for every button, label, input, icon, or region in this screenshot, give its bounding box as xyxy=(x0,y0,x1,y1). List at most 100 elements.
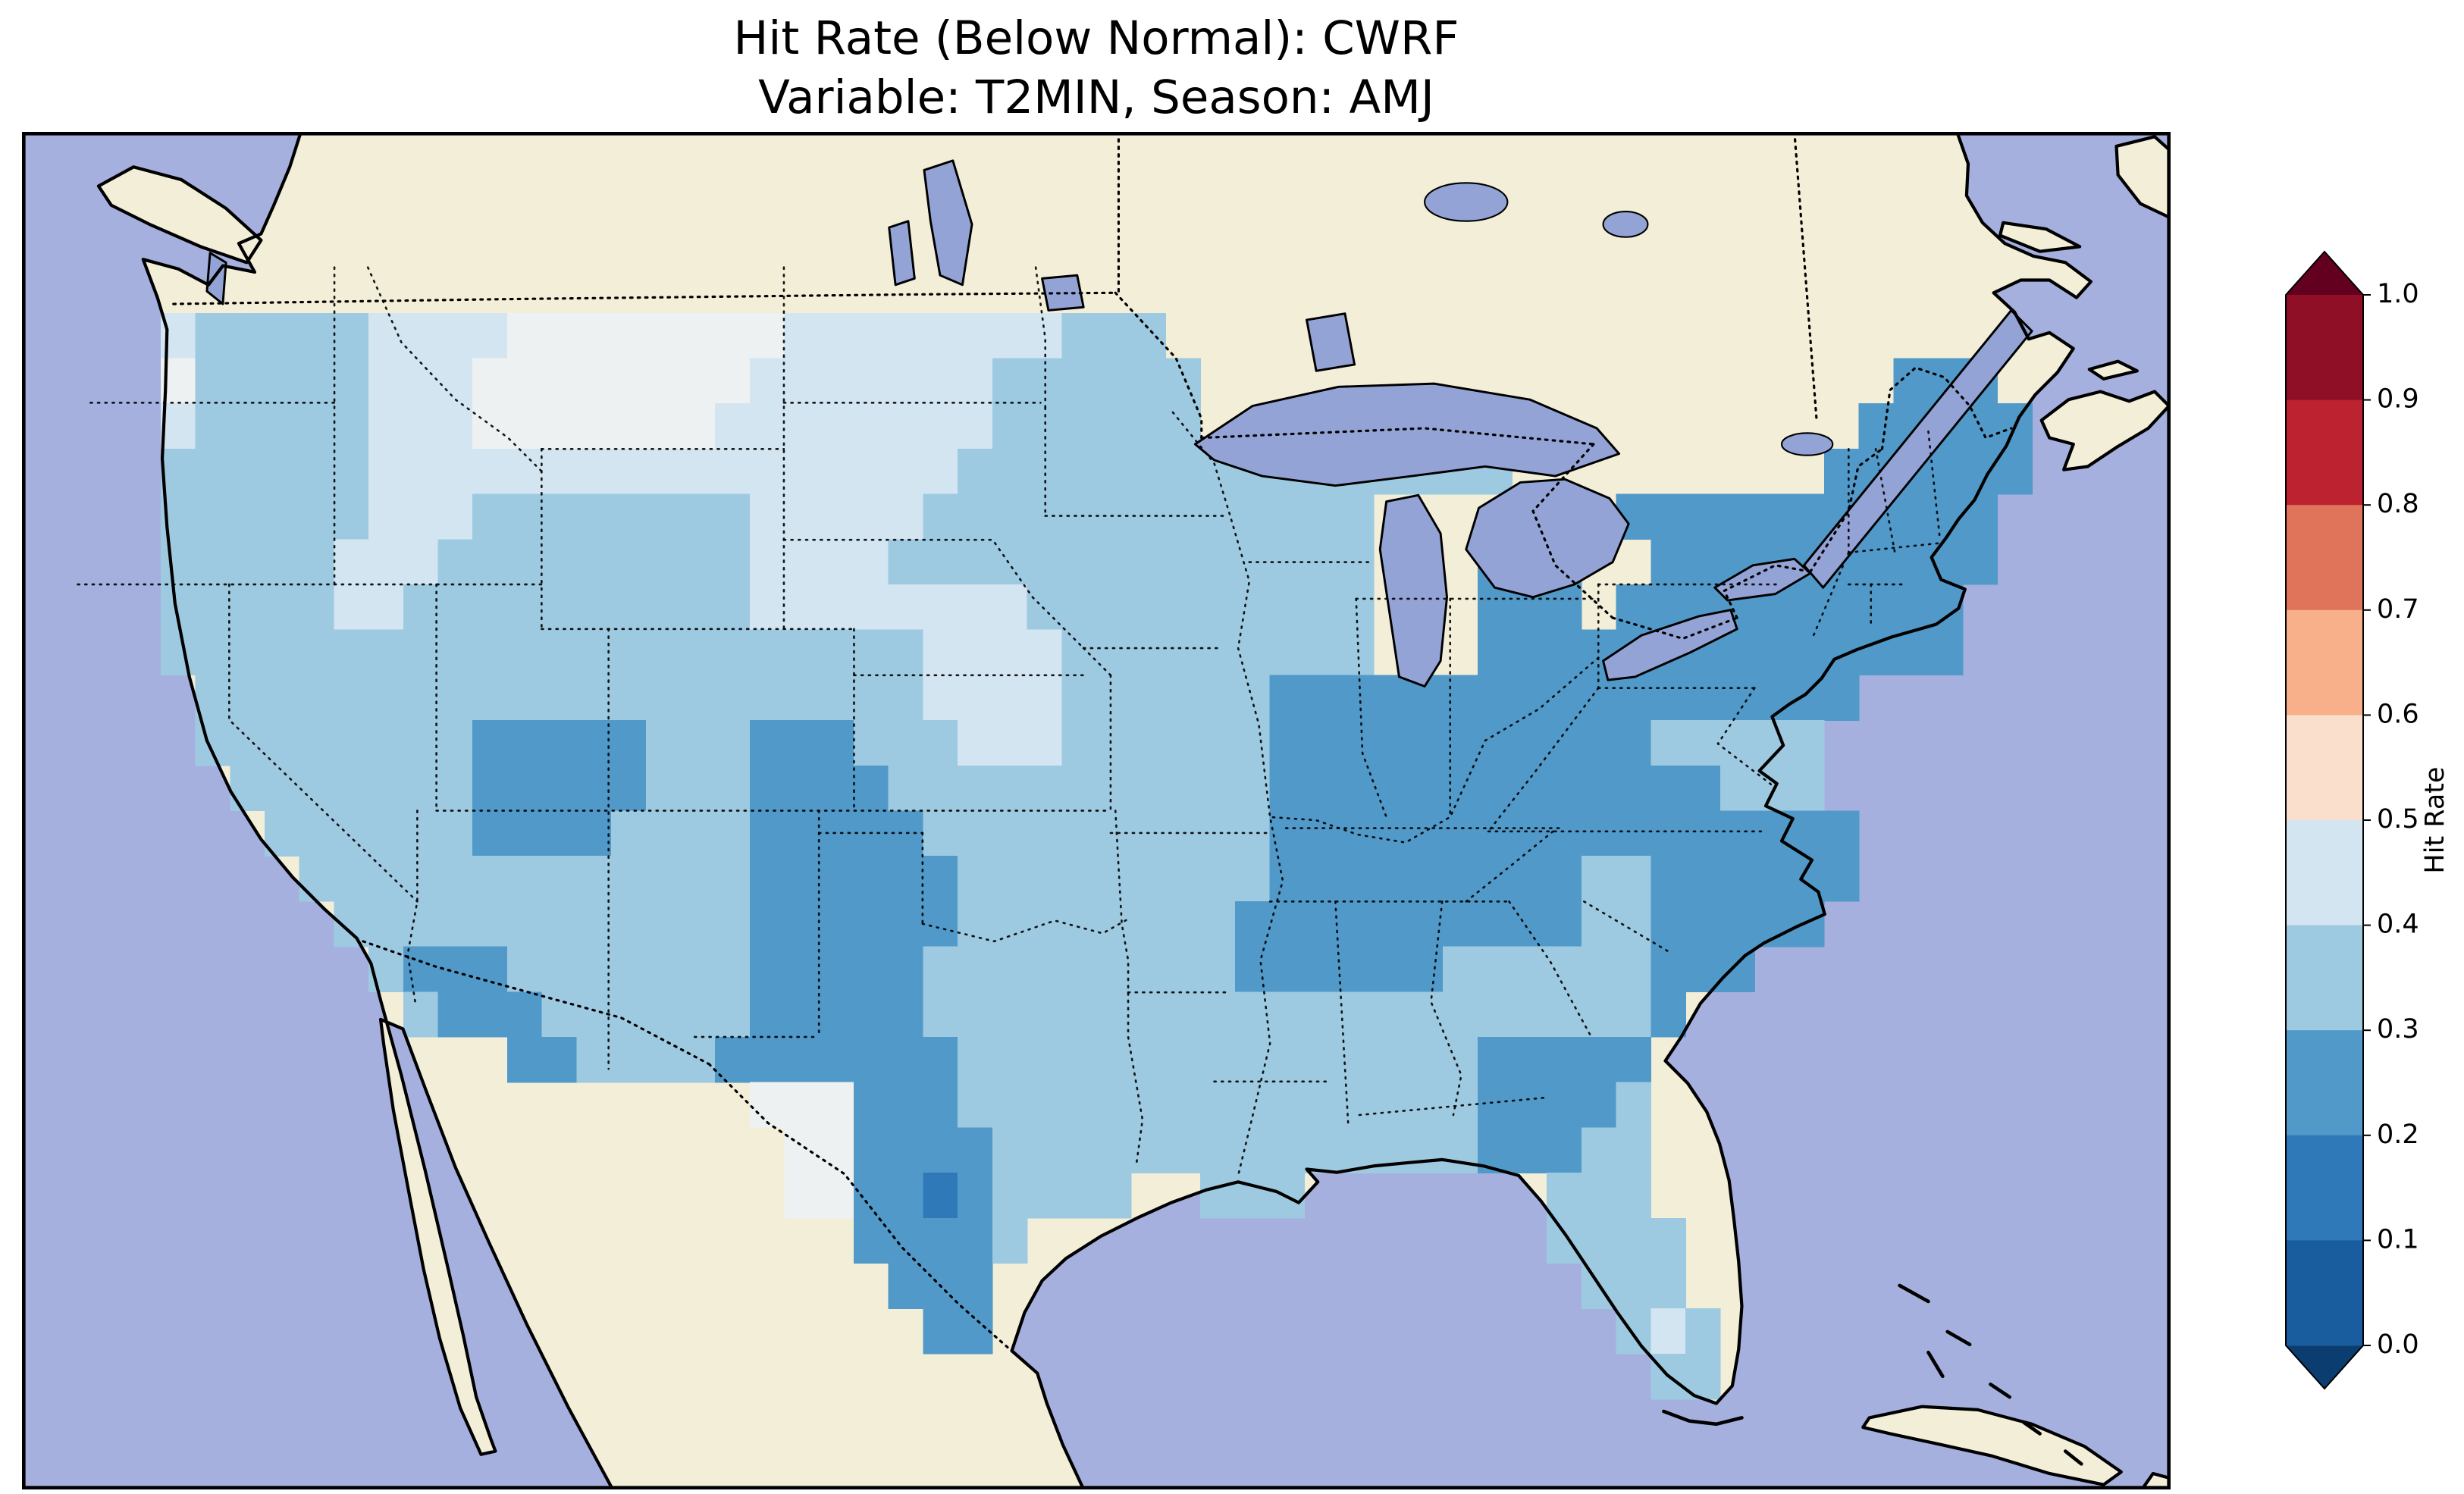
grid-cell xyxy=(1130,991,1167,1038)
grid-cell xyxy=(1443,765,1478,812)
figure-title-line2: Variable: T2MIN, Season: AMJ xyxy=(758,70,1434,124)
grid-cell xyxy=(1165,1127,1201,1173)
grid-cell xyxy=(1651,900,1686,947)
grid-cell xyxy=(1269,991,1305,1038)
grid-cell xyxy=(1893,584,1929,631)
grid-cell xyxy=(1269,1082,1305,1129)
state-border-line xyxy=(1082,647,1112,677)
grid-cell xyxy=(299,493,335,540)
grid-cell xyxy=(299,448,335,495)
grid-cell xyxy=(1581,1217,1617,1264)
grid-cell xyxy=(1269,720,1305,766)
grid-cell xyxy=(1754,493,1790,540)
grid-cell xyxy=(749,675,785,721)
grid-cell xyxy=(437,358,473,404)
grid-cell xyxy=(923,539,958,585)
grid-cell xyxy=(1269,946,1305,993)
grid-cell xyxy=(506,991,543,1038)
grid-cell xyxy=(992,900,1028,947)
state-border-line xyxy=(366,266,543,473)
grid-cell xyxy=(923,1127,958,1173)
grid-cell xyxy=(1269,856,1305,902)
grid-cell xyxy=(888,448,924,495)
grid-cell xyxy=(1234,856,1271,902)
grid-cell xyxy=(195,312,230,359)
grid-cell xyxy=(749,584,785,631)
grid-cell xyxy=(437,584,473,631)
grid-cell xyxy=(1027,1037,1063,1083)
grid-cell xyxy=(1096,403,1132,449)
grid-cell xyxy=(506,629,543,676)
grid-cell xyxy=(784,1127,820,1173)
colorbar: 1.0 0.9 0.8 0.7 0.6 0.5 0.4 0.3 0.2 0.1 0.0 Hit Rat… xyxy=(2285,250,2450,1390)
grid-cell xyxy=(645,493,682,540)
grid-cell xyxy=(541,810,578,857)
state-border-line xyxy=(921,918,1130,943)
grid-cell xyxy=(888,493,924,540)
grid-cell xyxy=(1581,1037,1617,1083)
colorbar-tick-label: 0.5 xyxy=(2377,804,2419,835)
grid-cell xyxy=(854,1127,889,1173)
cuba-fill xyxy=(1863,1406,2121,1485)
grid-cell xyxy=(195,358,230,404)
grid-cell xyxy=(1027,856,1063,902)
grid-cell xyxy=(1858,584,1895,631)
grid-cell xyxy=(1304,1082,1340,1129)
grid-cell xyxy=(715,720,751,766)
grid-cell xyxy=(958,448,993,495)
grid-cell xyxy=(611,675,647,721)
grid-cell xyxy=(854,403,889,449)
grid-cell xyxy=(1581,856,1617,902)
grid-cell xyxy=(1477,584,1513,631)
grid-cell xyxy=(958,856,993,902)
grid-cell xyxy=(1061,312,1097,359)
grid-cell xyxy=(958,1037,993,1083)
grid-cell xyxy=(1719,856,1756,902)
grid-cell xyxy=(472,765,508,812)
grid-cell xyxy=(368,403,404,449)
grid-cell xyxy=(334,675,369,721)
grid-cell xyxy=(680,765,716,812)
grid-cell xyxy=(1338,1037,1375,1083)
grid-cell xyxy=(1200,720,1236,766)
grid-cell xyxy=(230,629,265,676)
grid-cell xyxy=(1858,539,1895,585)
grid-cell xyxy=(923,675,958,721)
grid-cell xyxy=(472,584,508,631)
grid-cell xyxy=(749,1082,785,1129)
grid-cell xyxy=(403,720,439,766)
grid-cell xyxy=(1269,1037,1305,1083)
grid-cell xyxy=(264,358,300,404)
grid-cell xyxy=(1200,675,1236,721)
grid-cell xyxy=(784,991,820,1038)
grid-cell xyxy=(472,720,508,766)
grid-cell xyxy=(195,493,230,540)
grid-cell xyxy=(576,991,612,1038)
grid-cell xyxy=(1096,584,1132,631)
grid-cell xyxy=(1130,856,1167,902)
grid-cell xyxy=(680,991,716,1038)
grid-cell xyxy=(888,1217,924,1264)
grid-cell xyxy=(1443,675,1478,721)
colorbar-tick-label: 0.0 xyxy=(2377,1330,2419,1360)
grid-cell xyxy=(888,991,924,1038)
grid-cell xyxy=(437,765,473,812)
map-frame xyxy=(22,132,2171,1489)
grid-cell xyxy=(1373,946,1409,993)
grid-cell xyxy=(1200,1173,1236,1219)
grid-cell xyxy=(1130,629,1167,676)
grid-cell xyxy=(1512,810,1547,857)
state-border-line xyxy=(1927,430,1941,537)
grid-cell xyxy=(715,539,751,585)
small-island-chain xyxy=(2063,1449,2083,1466)
grid-cell xyxy=(715,403,751,449)
grid-cell xyxy=(784,1082,820,1129)
grid-cell xyxy=(611,539,647,585)
grid-cell xyxy=(992,675,1028,721)
grid-cell xyxy=(1616,675,1652,721)
grid-cell xyxy=(1512,856,1547,902)
grid-cell xyxy=(992,1037,1028,1083)
international-border-line xyxy=(1611,616,1738,641)
grid-cell xyxy=(819,539,854,585)
grid-cell xyxy=(403,312,439,359)
